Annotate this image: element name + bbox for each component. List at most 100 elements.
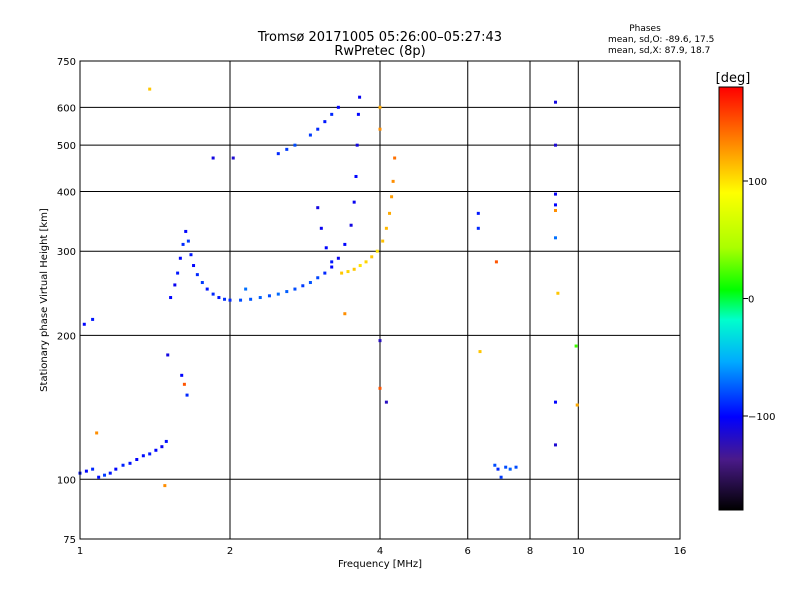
phases-mean-x: mean, sd,X: 87.9, 18.7 — [608, 46, 710, 56]
data-point — [319, 226, 323, 230]
data-point — [514, 465, 518, 469]
data-point — [358, 95, 362, 99]
data-point — [390, 195, 394, 199]
data-point — [308, 133, 312, 137]
data-point — [375, 249, 379, 253]
y-tick-label: 300 — [57, 247, 76, 258]
data-point — [316, 206, 320, 210]
data-point — [186, 239, 190, 243]
data-point — [180, 373, 184, 377]
data-point — [205, 287, 209, 291]
data-points — [78, 87, 579, 488]
data-point — [211, 292, 215, 296]
data-point — [336, 256, 340, 260]
data-point — [301, 284, 305, 288]
data-point — [211, 156, 215, 160]
data-point — [370, 255, 374, 259]
data-point — [349, 223, 353, 227]
data-point — [364, 260, 368, 264]
data-point — [494, 260, 498, 264]
data-point — [324, 246, 328, 250]
data-point — [91, 467, 95, 471]
data-point — [378, 339, 382, 343]
data-point — [176, 271, 180, 275]
phases-title: Phases — [629, 24, 661, 34]
data-point — [189, 253, 193, 257]
data-point — [276, 152, 280, 156]
plot-frame — [79, 60, 681, 540]
data-point — [128, 461, 132, 465]
data-point — [476, 211, 480, 215]
grid-lines — [80, 61, 680, 539]
data-point — [249, 297, 253, 301]
y-tick-label: 100 — [57, 475, 76, 486]
colorbar — [718, 86, 744, 511]
data-point — [393, 156, 397, 160]
x-tick-label: 2 — [227, 546, 233, 557]
data-point — [141, 454, 145, 458]
data-point — [285, 290, 289, 294]
data-point — [82, 322, 86, 326]
data-point — [493, 463, 497, 467]
data-point — [114, 467, 118, 471]
data-point — [553, 236, 557, 240]
data-point — [496, 467, 500, 471]
data-point — [169, 296, 173, 300]
colorbar-tick-label: 0 — [748, 295, 754, 306]
data-point — [354, 174, 358, 178]
data-point — [178, 256, 182, 260]
data-point — [228, 298, 232, 302]
data-point — [330, 265, 334, 269]
data-point — [553, 100, 557, 104]
data-point — [223, 297, 227, 301]
data-point — [166, 353, 170, 357]
y-axis-label: Stationary phase Virtual Height [km] — [39, 208, 50, 392]
data-point — [356, 112, 360, 116]
data-point — [308, 281, 312, 285]
phases-mean-o: mean, sd,O: -89.6, 17.5 — [608, 35, 714, 45]
data-point — [323, 120, 327, 124]
x-axis-label: Frequency [MHz] — [338, 559, 422, 570]
data-point — [97, 475, 101, 479]
chart-title-line2: RwPretec (8p) — [334, 44, 425, 59]
data-point — [384, 400, 388, 404]
x-tick-label: 1 — [77, 546, 83, 557]
data-point — [574, 344, 578, 348]
data-point — [553, 443, 557, 447]
data-point — [343, 312, 347, 316]
data-point — [553, 400, 557, 404]
x-tick-label: 6 — [465, 546, 471, 557]
data-point — [192, 264, 196, 268]
data-point — [195, 273, 199, 277]
data-point — [330, 112, 334, 116]
y-tick-label: 600 — [57, 103, 76, 114]
data-point — [499, 475, 503, 479]
data-point — [391, 179, 395, 183]
data-point — [103, 473, 107, 477]
data-point — [508, 467, 512, 471]
data-point — [381, 239, 385, 243]
data-point — [231, 156, 235, 160]
data-point — [378, 127, 382, 131]
data-point — [316, 127, 320, 131]
data-point — [476, 226, 480, 230]
data-point — [340, 271, 344, 275]
data-point — [91, 317, 95, 321]
colorbar-ticks: 100 0 −100 — [743, 177, 775, 423]
data-point — [108, 471, 112, 475]
y-tick-label: 500 — [57, 141, 76, 152]
data-point — [293, 287, 297, 291]
data-point — [148, 452, 152, 456]
data-point — [84, 469, 88, 473]
data-point — [135, 457, 139, 461]
data-point — [148, 87, 152, 91]
data-point — [276, 292, 280, 296]
data-point — [181, 242, 185, 246]
data-point — [244, 287, 248, 291]
data-point — [184, 229, 188, 233]
x-tick-label: 10 — [572, 546, 585, 557]
data-point — [553, 209, 557, 213]
data-point — [154, 448, 158, 452]
data-point — [217, 296, 221, 300]
data-point — [164, 439, 168, 443]
